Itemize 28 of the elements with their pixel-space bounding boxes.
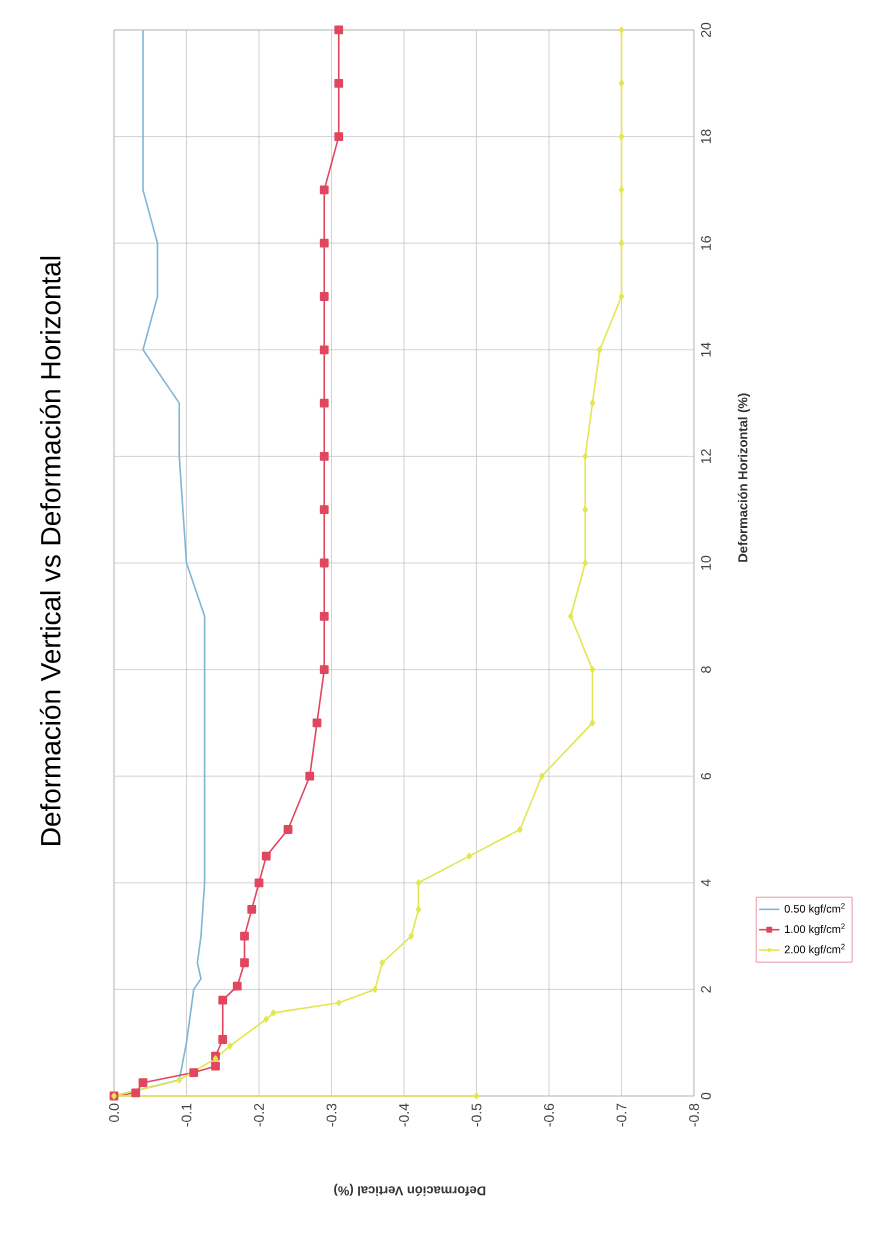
text: Deformación Vertical vs Deformación Horizontal xyxy=(39,256,61,845)
point xyxy=(211,1061,220,1071)
point xyxy=(319,611,329,621)
point xyxy=(334,25,344,35)
point xyxy=(319,505,329,515)
point xyxy=(240,958,249,968)
point xyxy=(319,452,329,461)
point xyxy=(319,665,329,674)
point xyxy=(131,1088,141,1098)
point xyxy=(319,238,329,248)
point xyxy=(189,1068,199,1077)
point xyxy=(240,931,249,941)
point xyxy=(232,981,242,991)
point xyxy=(261,851,271,861)
point xyxy=(319,185,329,195)
point xyxy=(334,78,344,88)
point xyxy=(218,995,228,1005)
point xyxy=(319,292,329,301)
point xyxy=(254,878,264,888)
point xyxy=(247,905,257,914)
point xyxy=(319,345,329,355)
point xyxy=(305,771,315,781)
point xyxy=(283,825,293,834)
point xyxy=(218,1035,228,1044)
point xyxy=(319,558,329,568)
point xyxy=(319,398,329,408)
point xyxy=(138,1078,148,1088)
point xyxy=(334,132,344,141)
